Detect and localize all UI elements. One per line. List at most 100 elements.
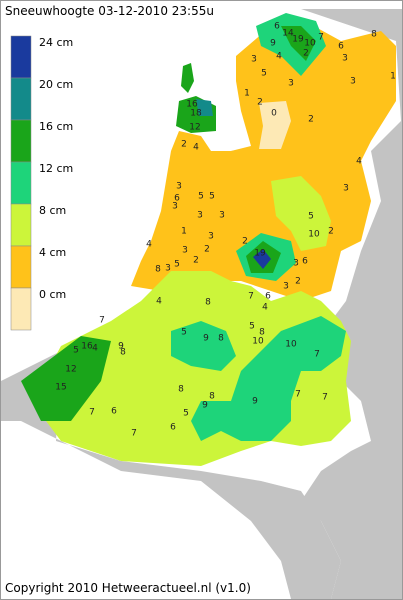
station-value: 16 — [186, 100, 198, 110]
zone-20cm — [196, 99, 213, 116]
zone-24cm — [253, 249, 271, 269]
station-value: 19 — [254, 249, 266, 259]
station-value: 3 — [350, 77, 356, 87]
station-value: 18 — [190, 109, 202, 119]
station-value: 7 — [322, 393, 328, 403]
legend-label: 20 cm — [39, 78, 73, 91]
title-bg — [1, 1, 239, 21]
station-value: 2 — [193, 256, 199, 266]
station-value: 2 — [308, 115, 314, 125]
station-value: 7 — [99, 316, 105, 326]
station-value: 6 — [111, 407, 117, 417]
legend-label: 12 cm — [39, 162, 73, 175]
station-value: 4 — [193, 143, 199, 153]
station-value: 2 — [328, 227, 334, 237]
station-value: 1 — [390, 72, 396, 82]
station-value: 7 — [318, 33, 324, 43]
station-value: 10 — [285, 340, 297, 350]
station-value: 10 — [252, 337, 264, 347]
station-value: 5 — [73, 346, 79, 356]
station-value: 6 — [174, 194, 180, 204]
legend-swatch — [10, 245, 32, 289]
france — [1, 351, 341, 599]
station-value: 2 — [257, 98, 263, 108]
station-value: 2 — [242, 237, 248, 247]
station-value: 8 — [218, 334, 224, 344]
station-value: 4 — [146, 240, 152, 250]
station-value: 6 — [274, 22, 280, 32]
station-value: 8 — [120, 348, 126, 358]
station-value: 2 — [295, 277, 301, 287]
station-value: 19 — [292, 35, 304, 45]
zone-8cm-north — [271, 176, 331, 251]
legend-swatch — [10, 35, 32, 79]
station-value: 3 — [219, 211, 225, 221]
station-value: 1 — [244, 89, 250, 99]
copyright: Copyright 2010 Hetweeractueel.nl (v1.0) — [5, 581, 251, 595]
station-value: 5 — [308, 212, 314, 222]
station-value: 3 — [172, 202, 178, 212]
legend-swatch — [10, 161, 32, 205]
station-value: 7 — [248, 292, 254, 302]
station-value: 1 — [181, 227, 187, 237]
texel — [181, 63, 194, 93]
station-value: 5 — [174, 260, 180, 270]
station-value: 7 — [131, 429, 137, 439]
legend-swatch — [10, 203, 32, 247]
station-value: 3 — [342, 54, 348, 64]
station-value: 12 — [65, 365, 76, 375]
station-value: 5 — [183, 409, 189, 419]
zone-4cm — [131, 19, 396, 301]
station-value: 16 — [81, 342, 93, 352]
station-value: 4 — [276, 52, 282, 62]
station-value: 0 — [271, 109, 277, 119]
station-value: 8 — [155, 265, 161, 275]
station-value: 9 — [118, 342, 124, 352]
station-value: 5 — [249, 322, 255, 332]
legend-label: 8 cm — [39, 204, 66, 217]
station-value: 2 — [181, 140, 187, 150]
station-value: 5 — [181, 328, 187, 338]
station-value: 2 — [303, 49, 309, 59]
legend-swatch — [10, 287, 32, 331]
legend-label: 16 cm — [39, 120, 73, 133]
station-value: 4 — [356, 157, 362, 167]
station-value: 2 — [204, 245, 210, 255]
station-value: 7 — [314, 350, 320, 360]
germany — [301, 9, 402, 599]
station-value: 8 — [371, 30, 377, 40]
footer-bg — [1, 579, 251, 599]
zone-0cm — [259, 101, 291, 149]
station-value: 3 — [197, 211, 203, 221]
legend-label: 24 cm — [39, 36, 73, 49]
station-value: 7 — [295, 390, 301, 400]
station-value: 10 — [308, 230, 320, 240]
station-value: 14 — [282, 29, 294, 39]
legend: 24 cm 20 cm 16 cm 12 cm 8 cm 4 cm 0 cm — [10, 35, 73, 331]
station-value: 6 — [265, 292, 271, 302]
zone-12cm — [171, 321, 236, 371]
station-value: 7 — [89, 408, 95, 418]
station-value: 8 — [205, 298, 211, 308]
station-value: 3 — [343, 184, 349, 194]
legend-label: 4 cm — [39, 246, 66, 259]
station-value: 3 — [283, 282, 289, 292]
station-value: 4 — [92, 344, 98, 354]
station-value: 3 — [182, 246, 188, 256]
station-value: 3 — [165, 264, 171, 274]
station-value: 9 — [202, 401, 208, 411]
station-value: 12 — [189, 123, 200, 133]
zone-16cm — [21, 336, 111, 421]
station-value: 4 — [156, 297, 162, 307]
station-value: 6 — [302, 257, 308, 267]
station-value: 8 — [209, 392, 215, 402]
station-value: 9 — [270, 39, 276, 49]
station-value: 15 — [55, 383, 66, 393]
station-value: 10 — [304, 39, 316, 49]
station-value: 5 — [261, 69, 267, 79]
station-value: 3 — [288, 79, 294, 89]
station-value: 3 — [293, 259, 299, 269]
